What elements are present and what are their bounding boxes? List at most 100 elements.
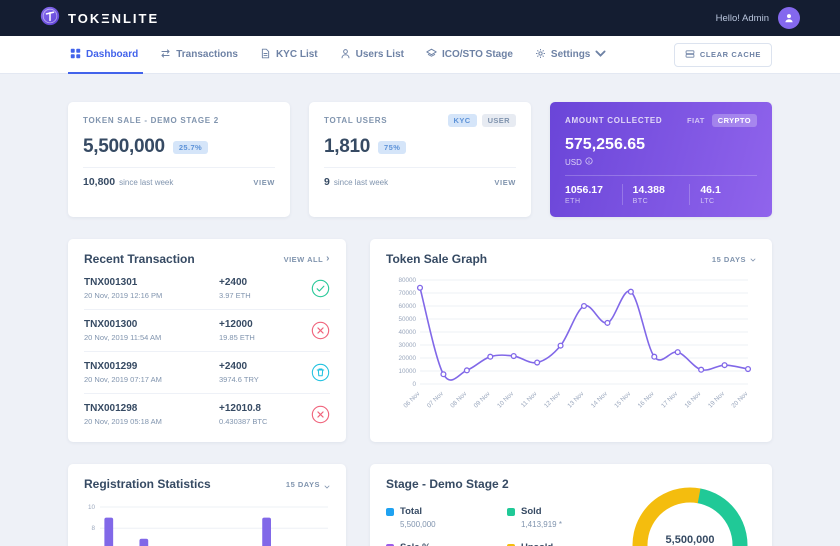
clear-cache-label: CLEAR CACHE	[699, 50, 761, 59]
legend-label: Sold	[521, 506, 542, 517]
coin-label: BTC	[632, 198, 649, 205]
svg-text:13 Nov: 13 Nov	[566, 390, 586, 410]
stage-legend: Total 5,500,000 Sold 1,413,919 *	[386, 506, 614, 546]
svg-text:18 Nov: 18 Nov	[683, 390, 703, 410]
svg-text:80000: 80000	[398, 277, 416, 284]
svg-text:70000: 70000	[398, 290, 416, 297]
nav-item-dashboard[interactable]: Dashboard	[68, 36, 149, 74]
topbar: TOKΞNLITE Hello! Admin	[0, 0, 840, 36]
svg-text:30000: 30000	[398, 342, 416, 349]
nav-item-users-list[interactable]: Users List	[329, 36, 415, 73]
nav-item-ico-sto-stage[interactable]: ICO/STO Stage	[415, 36, 524, 73]
transaction-crypto: 3.97 ETH	[219, 291, 251, 300]
nav-item-label: Settings	[550, 49, 591, 60]
transaction-row: TNX001298 20 Nov, 2019 05:18 AM +12010.8…	[84, 393, 330, 435]
user-badge[interactable]: USER	[481, 114, 516, 127]
token-sale-card: TOKEN SALE - DEMO STAGE 2 5,500,000 25.7…	[68, 102, 290, 217]
total-users-view-link[interactable]: VIEW	[494, 178, 516, 187]
svg-text:50000: 50000	[398, 316, 416, 323]
svg-text:20000: 20000	[398, 355, 416, 362]
registration-range-select[interactable]: 15 DAYS	[286, 477, 330, 491]
token-sale-delta-suffix: since last week	[119, 178, 174, 187]
view-all-link[interactable]: VIEW ALL ›	[283, 253, 330, 264]
transaction-amount: +2400	[219, 361, 248, 372]
svg-text:10 Nov: 10 Nov	[496, 390, 516, 410]
svg-text:10000: 10000	[398, 368, 416, 375]
bottom-row: Registration Statistics 15 DAYS 246810 S…	[68, 464, 772, 546]
fiat-badge[interactable]: FIAT	[687, 116, 705, 125]
transactions-icon	[160, 48, 171, 62]
amount-collected-value: 575,256.65	[565, 136, 646, 153]
transaction-crypto: 0.430387 BTC	[219, 417, 268, 426]
transactions-title: Recent Transaction	[84, 252, 195, 266]
transaction-date: 20 Nov, 2019 05:18 AM	[84, 417, 162, 426]
token-sale-view-link[interactable]: VIEW	[253, 178, 275, 187]
legend-swatch-total	[386, 507, 394, 516]
chevron-right-icon: ›	[326, 253, 330, 264]
svg-text:60000: 60000	[398, 303, 416, 310]
nav-item-label: KYC List	[275, 49, 318, 60]
info-circle-icon[interactable]	[585, 157, 593, 167]
total-users-value: 1,810	[324, 136, 371, 157]
token-sale-graph-card: Token Sale Graph 15 DAYS 0 10000 20000 3000…	[370, 239, 772, 442]
total-users-card: TOTAL USERS KYC USER 1,810 75% 9 since l…	[309, 102, 531, 217]
svg-text:09 Nov: 09 Nov	[473, 390, 493, 410]
stage-title: Stage - Demo Stage 2	[386, 477, 509, 491]
token-sale-line-chart: 0 10000 20000 30000 40000 50000 60000 70000 8000…	[398, 277, 752, 410]
coin-btc: 14.388 BTC	[621, 184, 690, 205]
legend-swatch-sale-percent	[386, 543, 394, 546]
svg-text:12 Nov: 12 Nov	[543, 390, 563, 410]
coin-label: ETH	[565, 198, 581, 205]
status-trash-icon[interactable]	[311, 363, 330, 382]
svg-text:17 Nov: 17 Nov	[660, 390, 680, 410]
amount-currency: USD	[565, 157, 582, 167]
svg-text:0: 0	[412, 381, 416, 388]
svg-text:19 Nov: 19 Nov	[707, 390, 727, 410]
transaction-amount: +12000	[219, 319, 253, 330]
token-sale-graph-title: Token Sale Graph	[386, 252, 488, 266]
legend-item-unsold: Unsold 4,086,082	[507, 542, 614, 546]
transaction-id: TNX001301	[84, 277, 138, 288]
graph-range-select[interactable]: 15 DAYS	[712, 255, 756, 264]
amount-collected-title: AMOUNT COLLECTED	[565, 116, 663, 125]
dashboard-icon	[70, 48, 81, 62]
transaction-row: TNX001299 20 Nov, 2019 07:17 AM +2400 39…	[84, 351, 330, 393]
status-canceled-icon[interactable]	[311, 321, 330, 340]
kyc-badge[interactable]: KYC	[447, 114, 477, 127]
crypto-badge[interactable]: CRYPTO	[711, 114, 757, 127]
view-all-label: VIEW ALL	[283, 254, 324, 264]
legend-label: Total	[400, 506, 422, 517]
nav-item-settings[interactable]: Settings	[524, 36, 617, 73]
coin-value: 1056.17	[565, 184, 603, 196]
registration-title: Registration Statistics	[84, 477, 211, 491]
coin-totals: 1056.17 ETH 14.388 BTC 46.1 LTC	[565, 175, 757, 205]
transaction-date: 20 Nov, 2019 07:17 AM	[84, 375, 162, 384]
clear-cache-button[interactable]: CLEAR CACHE	[673, 42, 772, 67]
transaction-id: TNX001300	[84, 319, 138, 330]
svg-text:14 Nov: 14 Nov	[590, 390, 610, 410]
chevron-down-icon	[595, 48, 606, 62]
stats-row: TOKEN SALE - DEMO STAGE 2 5,500,000 25.7…	[68, 102, 772, 217]
status-canceled-icon[interactable]	[311, 405, 330, 424]
donut-center-value: 5,500,000	[665, 533, 715, 546]
stage-donut: 5,500,000 TLE	[624, 479, 756, 546]
transaction-id: TNX001299	[84, 361, 138, 372]
legend-item-sold: Sold 1,413,919 *	[507, 506, 614, 529]
nav-item-kyc-list[interactable]: KYC List	[249, 36, 329, 73]
status-confirmed-icon[interactable]	[311, 279, 330, 298]
amount-collected-card: AMOUNT COLLECTED FIAT CRYPTO 575,256.65 …	[550, 102, 772, 217]
svg-text:20 Nov: 20 Nov	[730, 390, 750, 410]
legend-swatch-unsold	[507, 543, 515, 546]
svg-text:15 Nov: 15 Nov	[613, 390, 633, 410]
svg-text:06 Nov: 06 Nov	[402, 390, 422, 410]
transaction-date: 20 Nov, 2019 11:54 AM	[84, 333, 162, 342]
transaction-amount: +2400	[219, 277, 248, 288]
svg-text:11 Nov: 11 Nov	[520, 390, 539, 409]
legend-swatch-sold	[507, 507, 515, 516]
coin-value: 14.388	[632, 184, 665, 196]
cache-server-icon	[685, 49, 695, 61]
user-avatar[interactable]	[778, 7, 800, 29]
nav-item-label: Transactions	[176, 49, 238, 60]
coin-label: LTC	[700, 198, 715, 205]
nav-item-transactions[interactable]: Transactions	[149, 36, 249, 73]
